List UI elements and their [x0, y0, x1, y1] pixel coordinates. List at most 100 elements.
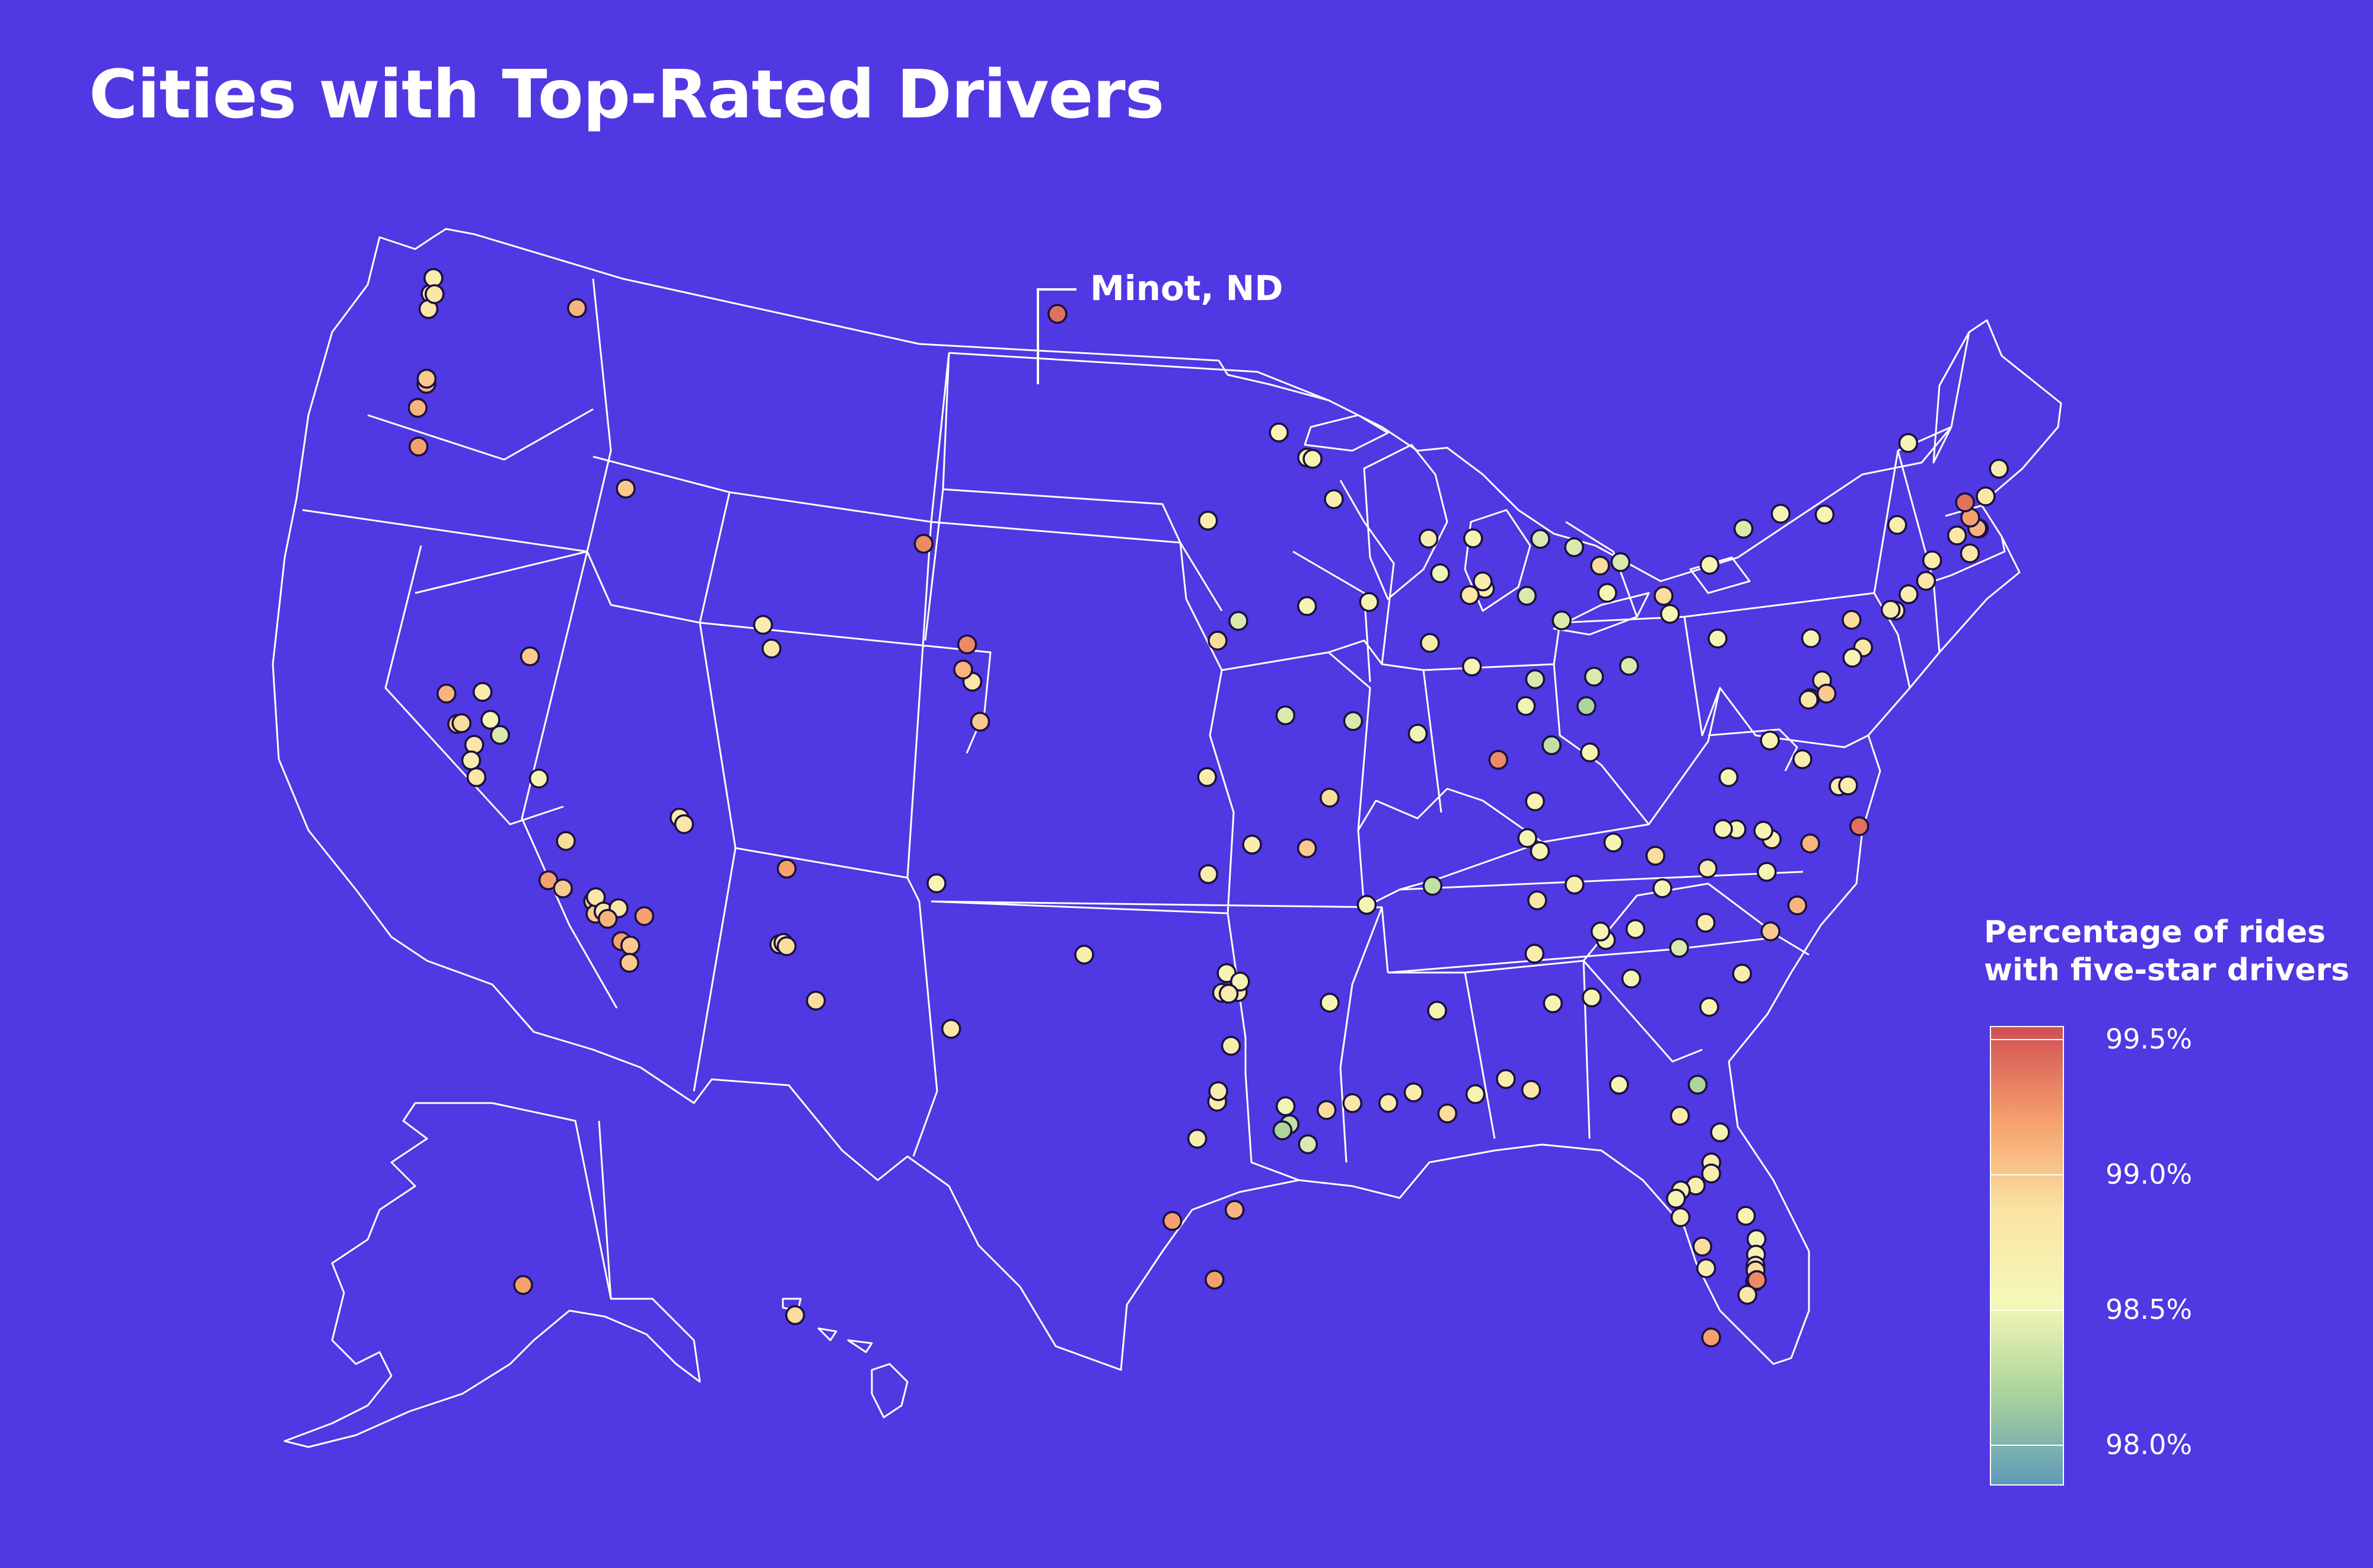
legend-tick-label: 98.0% — [2106, 1428, 2193, 1461]
city-marker: Bowling Green, KY — [1525, 791, 1545, 811]
city-marker: Boise, ID — [616, 479, 636, 499]
city-marker: Evanston, IL — [1473, 571, 1493, 592]
city-marker: Casper, WY — [913, 534, 934, 554]
city-marker: Macon, GA — [1621, 968, 1642, 989]
city-marker: Waco, TX — [1221, 1035, 1241, 1056]
city-marker: Fort Myers, FL — [1692, 1236, 1712, 1257]
city-marker: Jacksonville, FL — [1687, 1075, 1708, 1095]
city-marker: Tulsa, OK — [1242, 834, 1262, 855]
city-marker: Monterey, CA — [466, 767, 487, 788]
city-marker: Birmingham, AL — [1524, 944, 1545, 964]
city-marker: Winston-Salem, NC — [1713, 819, 1733, 839]
legend-tick-line — [1990, 1309, 2064, 1311]
city-marker: St. Cloud, MN — [1269, 422, 1289, 443]
city-marker: Everett, WA — [423, 267, 444, 288]
city-marker: Portland, ME — [1989, 458, 2009, 479]
city-marker: Stamford, CT — [1899, 584, 1919, 604]
city-marker: Tallahassee, FL — [1608, 1075, 1629, 1095]
city-marker: Arlington, TX — [1218, 983, 1239, 1004]
city-marker: Bakersfield, CA — [556, 831, 576, 851]
state-borders — [272, 228, 2062, 1448]
city-marker: Cleveland, OH — [1654, 585, 1674, 606]
city-marker: Port St. Lucie, FL — [1735, 1206, 1756, 1226]
city-marker: Mobile, AL — [1496, 1069, 1516, 1089]
city-marker: Murfreesboro, TN — [1530, 841, 1550, 861]
city-marker: Detroit, MI — [1610, 552, 1630, 572]
city-marker: Harrisburg, PA — [1801, 628, 1821, 648]
city-marker: Marietta, GA — [1590, 922, 1611, 942]
city-marker: Albuquerque, NM — [926, 873, 947, 894]
legend-title: Percentage of rides with five-star drive… — [1984, 913, 2349, 989]
city-marker: Indianapolis, IN — [1525, 669, 1546, 690]
city-marker: Columbia, MO — [1343, 711, 1364, 731]
city-marker: Eugene, OR — [408, 436, 429, 457]
city-marker: Flagstaff, AZ — [776, 859, 797, 879]
city-marker: Key West, FL — [1701, 1327, 1721, 1347]
city-marker: Pittsburgh, PA — [1708, 629, 1728, 649]
city-marker: Lake Charles, LA — [1342, 1093, 1362, 1113]
city-marker: Boulder, CO — [953, 659, 973, 680]
internal-borders — [302, 278, 2006, 1181]
city-marker: Columbus, GA — [1582, 987, 1602, 1008]
city-marker: Myrtle Beach, SC — [1760, 921, 1780, 942]
legend-color-bar — [1990, 1026, 2064, 1486]
city-marker: Huntsville, AL — [1527, 890, 1547, 911]
city-marker: Evansville, IN — [1488, 750, 1508, 770]
city-marker: St. Louis, MO — [1407, 724, 1428, 744]
city-marker: Mesa, AZ — [776, 936, 797, 957]
city-marker: St. Petersburg, FL — [1665, 1188, 1686, 1209]
city-marker: Savannah, GA — [1699, 997, 1719, 1017]
city-marker: Des Moines, IA — [1297, 596, 1317, 616]
city-marker: Sugar Land, TX — [1272, 1120, 1293, 1140]
city-marker: The Woodlands, TX — [1275, 1096, 1296, 1117]
city-marker: Miami Beach, FL — [1747, 1270, 1767, 1290]
city-marker: Spokane, WA — [567, 298, 587, 318]
city-marker: Manchester, NH — [1955, 492, 1975, 512]
city-marker: Provo, UT — [762, 638, 782, 659]
city-marker: Kansas City, MO — [1275, 705, 1296, 725]
city-marker: Cincinnati, OH — [1576, 696, 1597, 716]
city-marker: Rochester, MN — [1324, 489, 1344, 509]
city-marker: Rockford, IL — [1430, 563, 1450, 584]
city-marker: Burlington, VT — [1898, 433, 1919, 453]
legend-tick-line — [1990, 1174, 2064, 1175]
city-marker: Fresno, CA — [528, 768, 549, 789]
city-marker: Vancouver, WA — [416, 368, 437, 389]
city-marker: Syracuse, NY — [1814, 504, 1835, 525]
city-marker: Providence, RI — [1960, 543, 1980, 563]
city-marker: Sarasota, FL — [1670, 1207, 1691, 1228]
city-marker: Ventura, CA — [553, 878, 573, 898]
annotation-label: Minot, ND — [1090, 268, 1283, 308]
city-marker: Lafayette, LA — [1378, 1093, 1399, 1113]
city-marker: Athens, GA — [1625, 919, 1646, 939]
city-marker: Escondido, CA — [620, 935, 641, 956]
city-marker: San Antonio, TX — [1187, 1129, 1208, 1149]
city-marker: New Orleans, LA — [1437, 1103, 1458, 1124]
city-marker: Augusta, GA — [1669, 938, 1689, 958]
city-marker: Greenville, NC — [1800, 833, 1820, 854]
city-marker: Buffalo, NY — [1733, 518, 1754, 539]
city-marker: Plano, TX — [1230, 971, 1250, 992]
city-marker: Honolulu, HI — [785, 1305, 805, 1325]
city-marker: Columbia, SC — [1695, 913, 1716, 933]
city-marker: Erie, PA — [1699, 554, 1720, 575]
city-marker: Gulfport, MS — [1465, 1084, 1486, 1104]
city-marker: Fayetteville, NC — [1757, 862, 1777, 882]
city-marker: Grand Rapids, MI — [1530, 528, 1550, 549]
city-marker: McAllen, TX — [1205, 1270, 1225, 1290]
city-marker: Charlottesville, VA — [1760, 730, 1780, 751]
city-marker: Durham, NC — [1753, 821, 1773, 841]
page-title: Cities with Top-Rated Drivers — [89, 56, 1164, 133]
city-marker: Omaha, NE — [1228, 611, 1248, 631]
city-marker: Knoxville, TN — [1603, 832, 1623, 853]
city-marker: Modesto, CA — [490, 725, 510, 745]
city-marker: Stockton, CA — [480, 710, 501, 730]
city-marker: Daytona Beach, FL — [1710, 1122, 1730, 1143]
city-marker: Naperville, IL — [1460, 585, 1480, 605]
city-marker: Fayetteville, AR — [1297, 838, 1317, 859]
annotation-leader-line — [1037, 288, 1076, 384]
city-marker: Wichita, KS — [1197, 767, 1217, 788]
city-marker: Greenville, SC — [1652, 878, 1673, 898]
city-marker: Bloomington, IN — [1515, 696, 1536, 716]
city-marker: Bellevue, WA — [424, 284, 445, 304]
